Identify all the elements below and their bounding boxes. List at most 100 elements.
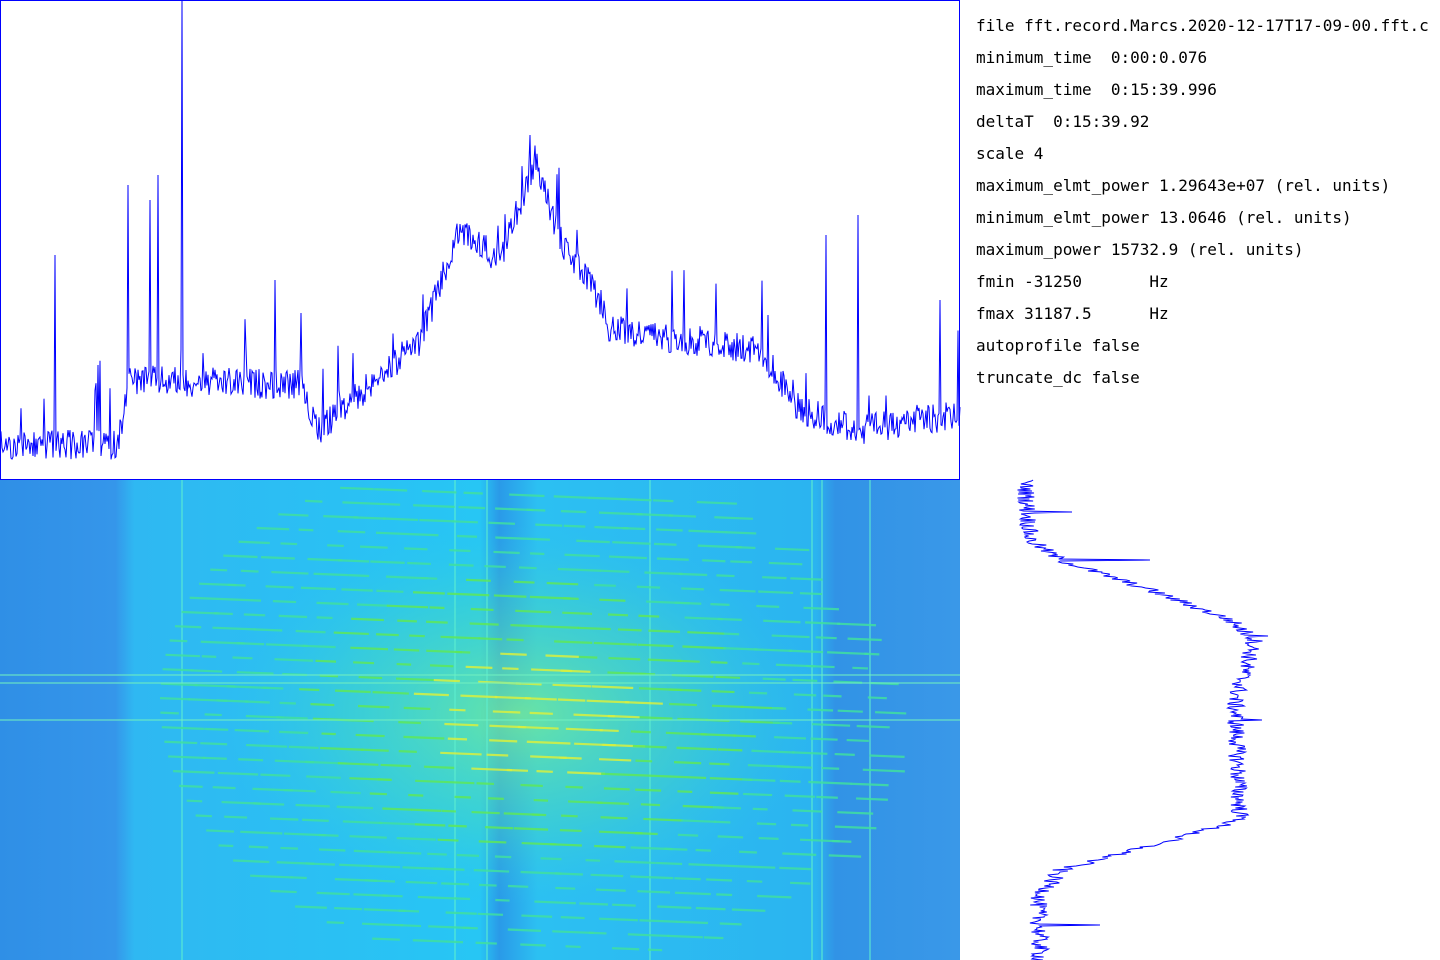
waterfall-streak [348, 574, 370, 578]
waterfall-streak [333, 631, 369, 636]
waterfall-streak [665, 731, 707, 736]
waterfall-streak [657, 905, 692, 909]
waterfall-streak [643, 817, 683, 822]
waterfall-streak [195, 814, 212, 818]
waterfall-streak [735, 546, 756, 550]
waterfall-streak [323, 515, 359, 519]
waterfall-streak [677, 790, 693, 793]
waterfall-streak [636, 585, 661, 589]
waterfall-streak [398, 750, 417, 753]
waterfall-streak [639, 919, 678, 923]
waterfall-streak [409, 634, 425, 638]
waterfall-streak [742, 778, 776, 782]
waterfall-streak [443, 780, 475, 785]
waterfall-streak [357, 603, 388, 607]
waterfall-streak [775, 547, 810, 552]
waterfall-streak [454, 795, 471, 799]
waterfall-streak [816, 795, 838, 799]
waterfall-streak [449, 549, 471, 553]
waterfall-streak [823, 694, 842, 698]
waterfall-streak [757, 894, 792, 899]
waterfall-streak [377, 778, 392, 781]
waterfall-streak [763, 619, 801, 624]
waterfall-streak [560, 916, 585, 920]
waterfall-streak [805, 621, 841, 625]
waterfall-streak [856, 724, 890, 729]
info-line: autoprofile false [976, 336, 1140, 355]
waterfall-streak [409, 532, 439, 537]
waterfall-streak [336, 805, 374, 810]
waterfall-streak [478, 637, 503, 641]
waterfall-streak [821, 766, 840, 770]
waterfall-streak [484, 826, 514, 830]
waterfall-streak [226, 598, 262, 602]
waterfall-streak [233, 859, 270, 864]
waterfall-streak [506, 768, 529, 772]
waterfall-streak [448, 824, 467, 828]
waterfall-streak [466, 578, 491, 582]
waterfall-streak [526, 508, 546, 512]
waterfall-streak [475, 941, 497, 945]
waterfall-streak [404, 547, 428, 551]
waterfall-streak [179, 784, 203, 788]
waterfall-streak [847, 637, 882, 642]
waterfall-streak [417, 895, 457, 900]
waterfall-streak [299, 688, 320, 692]
waterfall-streak [563, 524, 586, 528]
waterfall-streak [603, 787, 630, 791]
waterfall-streak [337, 762, 379, 766]
waterfall-streak [488, 797, 504, 800]
waterfall-streak [676, 920, 709, 925]
waterfall-streak [774, 736, 807, 740]
info-line: fmax 31187.5 Hz [976, 304, 1169, 323]
waterfall-streak [376, 633, 399, 637]
waterfall-streak [639, 716, 673, 720]
waterfall-streak [790, 577, 823, 581]
waterfall-streak [779, 866, 812, 871]
waterfall-streak [681, 819, 716, 823]
waterfall-streak [731, 908, 766, 912]
waterfall-streak [862, 768, 905, 773]
waterfall-streak [375, 531, 410, 536]
waterfall-streak [360, 545, 388, 549]
waterfall-streak [559, 756, 582, 760]
waterfall-streak [564, 553, 600, 558]
waterfall-streak [216, 699, 249, 703]
waterfall-streak [494, 855, 512, 859]
waterfall-streak [673, 761, 702, 765]
spectrum-frame [0, 0, 960, 480]
waterfall-streak [520, 870, 562, 875]
waterfall-streak [212, 786, 236, 790]
waterfall-streak [837, 622, 877, 627]
waterfall-streak [224, 815, 248, 819]
waterfall-streak [517, 725, 559, 730]
waterfall-streak [784, 794, 816, 798]
waterfall-streak [191, 669, 223, 673]
waterfall-streak [700, 733, 737, 737]
waterfall-streak [637, 890, 671, 894]
waterfall-streak [599, 729, 619, 733]
waterfall-streak [595, 888, 626, 892]
waterfall-streak [808, 780, 852, 785]
waterfall-streak [594, 844, 626, 849]
waterfall-streak [422, 489, 457, 494]
waterfall-streak [502, 667, 519, 671]
waterfall-streak [174, 625, 202, 629]
waterfall-streak [590, 873, 624, 878]
waterfall-streak [349, 835, 387, 839]
waterfall-streak [714, 516, 753, 520]
waterfall-streak [465, 665, 493, 669]
waterfall-streak [300, 586, 336, 591]
waterfall-streak [834, 752, 855, 756]
waterfall-streak [440, 751, 482, 756]
waterfall-streak [768, 561, 803, 566]
waterfall-streak [557, 698, 586, 702]
waterfall-streak [316, 601, 349, 606]
waterfall-streak [864, 652, 880, 656]
waterfall-streak [403, 706, 431, 711]
waterfall-streak [302, 644, 336, 649]
waterfall-streak [441, 882, 470, 886]
waterfall-streak [168, 755, 206, 760]
waterfall-streak [363, 908, 406, 913]
